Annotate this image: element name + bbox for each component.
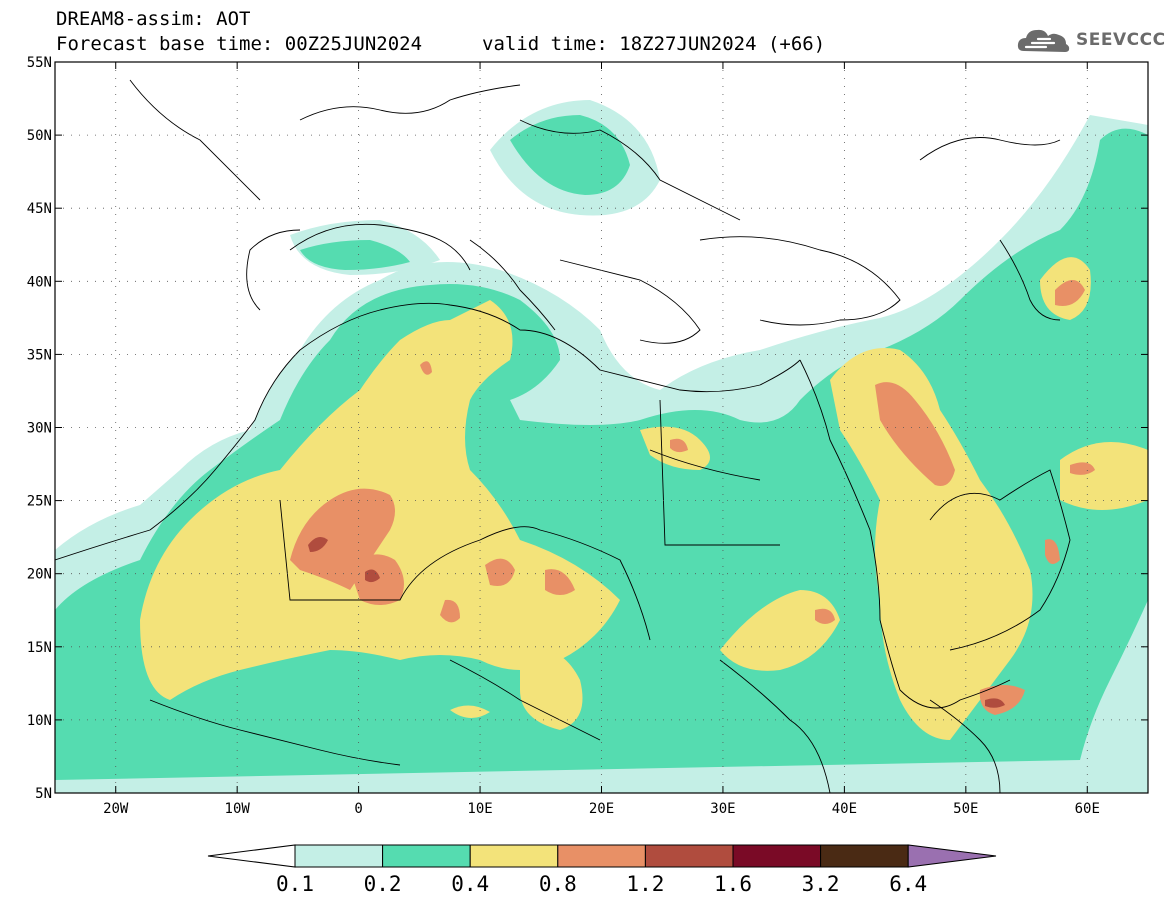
lat-tick-label: 10N [27, 713, 52, 729]
lat-tick-label: 25N [27, 494, 52, 510]
coastlines [55, 79, 1071, 793]
lat-tick-label: 35N [27, 347, 52, 363]
logo-text: SEEVCCC [1076, 30, 1165, 50]
colorbar-segment [557, 844, 646, 868]
aot-level-1.2 [308, 536, 1005, 708]
colorbar-segment [644, 844, 734, 868]
colorbar-label: 0.8 [539, 872, 577, 896]
map-title: DREAM8-assim: AOT [56, 8, 251, 30]
lat-tick-label: 50N [27, 128, 52, 144]
colorbar-segment [469, 844, 559, 868]
cloud-icon [1017, 29, 1070, 52]
lon-tick-label: 60E [1075, 801, 1100, 817]
lon-tick-label: 0 [354, 801, 362, 817]
colorbar-over-arrow [907, 844, 997, 868]
colorbar-segment [732, 844, 822, 868]
colorbar-segment [820, 844, 909, 868]
lat-tick-label: 45N [27, 201, 52, 217]
lon-tick-label: 10W [225, 801, 251, 817]
forecast-base-time: Forecast base time: 00Z25JUN2024 [56, 33, 423, 55]
lon-tick-label: 30E [710, 801, 735, 817]
seevccc-logo: SEEVCCC [1016, 24, 1165, 56]
colorbar-label: 0.2 [364, 872, 402, 896]
colorbar-label: 1.2 [626, 872, 664, 896]
colorbar-segment [294, 844, 384, 868]
colorbar-label: 3.2 [802, 872, 840, 896]
lon-tick-label: 20W [103, 801, 129, 817]
lon-tick-label: 40E [832, 801, 857, 817]
colorbar-label: 0.1 [276, 872, 314, 896]
lat-tick-label: 20N [27, 567, 52, 583]
lat-tick-label: 5N [35, 786, 52, 802]
longitude-labels: 20W 10W 0 10E 20E 30E 40E 50E 60E [103, 801, 1100, 817]
lon-tick-label: 20E [589, 801, 614, 817]
colorbar-label: 0.4 [451, 872, 489, 896]
colorbar-labels: 0.1 0.2 0.4 0.8 1.2 1.6 3.2 6.4 [276, 872, 927, 896]
lat-tick-label: 30N [27, 421, 52, 437]
lon-grid-lines [115, 62, 1088, 793]
lat-tick-label: 40N [27, 274, 52, 290]
colorbar-label: 1.6 [714, 872, 752, 896]
lat-tick-label: 15N [27, 640, 52, 656]
valid-time: valid time: 18Z27JUN2024 (+66) [482, 33, 826, 55]
colorbar [207, 844, 997, 868]
lon-tick-label: 10E [467, 801, 492, 817]
colorbar-segment [382, 844, 471, 868]
lon-tick-label: 50E [953, 801, 978, 817]
lat-grid-lines [55, 61, 1148, 794]
lat-tick-label: 55N [27, 55, 52, 71]
latitude-labels: 55N 50N 45N 40N 35N 30N 25N 20N 15N 10N 5N [27, 55, 52, 802]
colorbar-under-arrow [207, 844, 296, 868]
colorbar-label: 6.4 [889, 872, 927, 896]
